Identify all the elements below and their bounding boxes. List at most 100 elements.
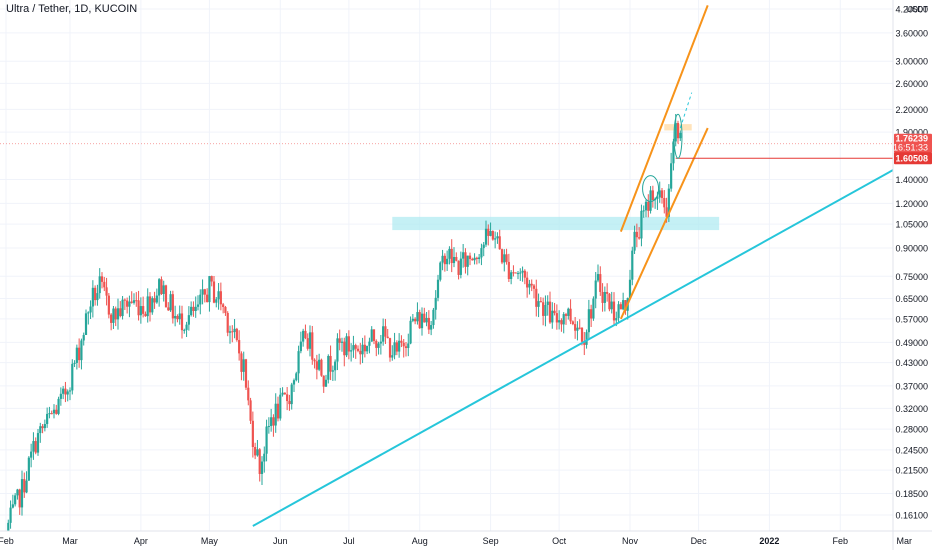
candle-body	[41, 426, 44, 429]
candle-body	[304, 330, 307, 339]
candle-body	[121, 299, 124, 317]
candle-body	[564, 314, 568, 316]
candle-body	[473, 257, 476, 261]
price-tick-label: 1.05000	[895, 220, 928, 230]
candle-body	[459, 258, 462, 275]
candle-body	[441, 255, 444, 263]
candle-body	[590, 309, 593, 319]
candle-body	[635, 231, 638, 238]
candle-body	[116, 308, 120, 320]
candle-body	[571, 321, 574, 325]
candle-body	[306, 338, 309, 349]
candle-body	[196, 304, 200, 307]
candle-body	[530, 283, 533, 286]
candle-body	[599, 274, 602, 292]
price-tick-label: 1.20000	[895, 199, 928, 209]
candle-body	[176, 316, 179, 320]
candle-body	[498, 236, 501, 250]
projection-path[interactable]	[679, 92, 693, 129]
candle-body	[87, 312, 90, 314]
channel-upper-line[interactable]	[619, 4, 709, 233]
candle-body	[235, 328, 238, 341]
candle-body	[123, 299, 126, 301]
candle-body	[327, 355, 330, 380]
candle-body	[254, 446, 257, 456]
highlight-ellipse[interactable]	[673, 113, 683, 159]
candle-body	[258, 449, 261, 474]
candle-body	[619, 304, 622, 310]
level-price-value: 1.60508	[895, 154, 928, 164]
candle-body	[183, 329, 186, 331]
last-price-tag[interactable]	[894, 133, 932, 153]
candle-body	[420, 313, 424, 329]
candle-body	[192, 306, 195, 311]
candle-body	[18, 489, 21, 508]
candle-body	[665, 207, 668, 217]
candle-body	[436, 279, 440, 298]
candle-body	[224, 306, 227, 313]
candle-body	[290, 384, 293, 405]
price-axis[interactable]: 4.800004.200003.600003.000002.600002.200…	[893, 0, 932, 550]
candle-body	[535, 288, 538, 307]
candle-body	[146, 296, 149, 317]
candle-body	[372, 329, 376, 341]
candle-body	[647, 201, 650, 211]
candle-body	[615, 318, 618, 321]
candle-body	[402, 342, 405, 347]
candle-body	[46, 413, 49, 425]
price-tick-label: 0.37000	[895, 381, 928, 391]
candle-body	[68, 390, 72, 392]
ascending-trendline[interactable]	[252, 126, 932, 527]
candle-body	[432, 309, 435, 326]
highlight-ellipse[interactable]	[642, 175, 660, 203]
candle-body	[649, 190, 652, 211]
candle-body	[386, 336, 389, 339]
candle-body	[379, 341, 382, 344]
channel-lower-line[interactable]	[619, 127, 709, 320]
candle-body	[528, 283, 531, 288]
candle-body	[366, 345, 369, 352]
candle-body	[617, 304, 620, 319]
candle-body	[112, 308, 115, 323]
candle-body	[233, 328, 236, 333]
candle-body	[519, 272, 522, 274]
candle-body	[151, 298, 154, 313]
candle-body	[672, 141, 675, 164]
price-tick-label: 2.60000	[895, 79, 928, 89]
candle-body	[270, 417, 273, 427]
drawing-lines[interactable]	[252, 4, 932, 527]
time-tick-label: May	[201, 536, 219, 546]
candle-body	[414, 318, 417, 322]
candle-body	[20, 479, 24, 508]
time-tick-label: Oct	[552, 536, 567, 546]
candle-body	[587, 309, 590, 333]
candle-body	[466, 255, 469, 267]
candle-body	[201, 289, 204, 295]
candle-body	[265, 426, 268, 454]
candle-body	[670, 163, 673, 189]
level-price-tag[interactable]	[894, 152, 932, 165]
candle-body	[126, 300, 129, 307]
candle-body	[36, 433, 40, 453]
time-tick-label: 2022	[759, 536, 779, 546]
candle-body	[57, 398, 60, 414]
candle-body	[82, 334, 85, 341]
price-tick-label: 0.75000	[895, 272, 928, 282]
candle-body	[91, 287, 94, 307]
candle-body	[494, 238, 497, 240]
candle-body	[468, 255, 472, 260]
candle-body	[43, 424, 46, 429]
candle-body	[578, 327, 581, 329]
candle-body	[585, 332, 588, 345]
candle-body	[59, 393, 62, 399]
candle-body	[64, 388, 67, 395]
candle-body	[267, 426, 270, 428]
candle-body	[260, 461, 264, 474]
candle-body	[130, 301, 133, 303]
candle-body	[622, 300, 625, 310]
candle-body	[89, 306, 92, 313]
candle-body	[180, 313, 184, 331]
